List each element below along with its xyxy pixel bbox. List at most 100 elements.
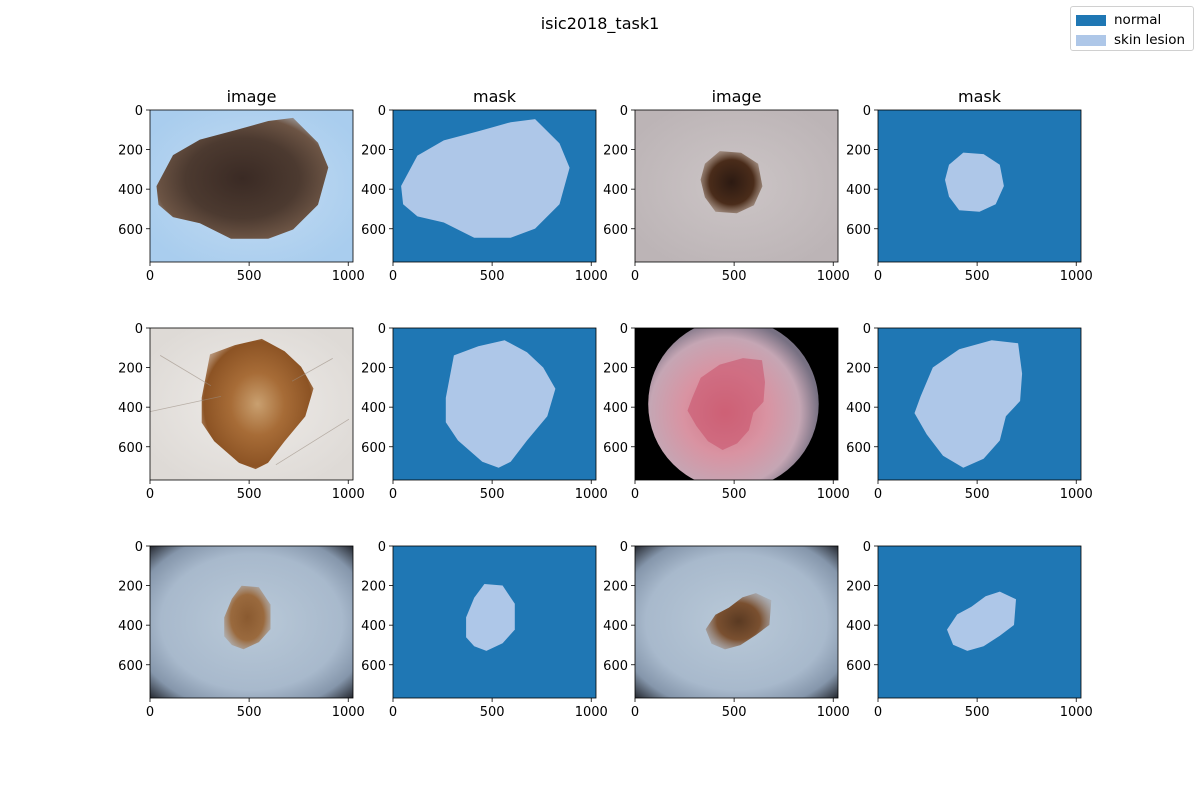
x-tick-label: 500 bbox=[237, 487, 262, 502]
y-tick-label: 400 bbox=[603, 183, 628, 198]
x-tick-label: 1000 bbox=[817, 487, 850, 502]
y-tick-label: 400 bbox=[603, 619, 628, 634]
axes-frame bbox=[149, 545, 354, 699]
subplot-7: 0 500 1000 0 200 400 600 bbox=[603, 322, 850, 502]
subplot-title: mask bbox=[958, 87, 1002, 106]
lesion bbox=[224, 585, 271, 650]
y-tick-label: 400 bbox=[361, 401, 386, 416]
hair bbox=[159, 355, 212, 387]
x-tick-label: 500 bbox=[965, 705, 990, 720]
subplot-10: 0 500 1000 0 200 400 600 bbox=[361, 540, 608, 720]
y-tick-label: 600 bbox=[118, 441, 143, 456]
x-tick-label: 1000 bbox=[1060, 705, 1093, 720]
axes-frame bbox=[877, 545, 1082, 699]
axes-frame bbox=[634, 327, 839, 481]
dermoscopy-image bbox=[150, 328, 353, 480]
y-tick-label: 200 bbox=[118, 580, 143, 595]
x-tick-label: 500 bbox=[722, 487, 747, 502]
x-tick-label: 0 bbox=[146, 487, 154, 502]
y-tick-label: 600 bbox=[118, 223, 143, 238]
x-tick-label: 1000 bbox=[1060, 487, 1093, 502]
y-tick-label: 0 bbox=[135, 540, 143, 555]
x-tick-label: 0 bbox=[874, 705, 882, 720]
y-tick-label: 200 bbox=[603, 580, 628, 595]
y-tick-label: 400 bbox=[603, 401, 628, 416]
x-tick-label: 500 bbox=[722, 705, 747, 720]
mask-region-skin-lesion bbox=[914, 340, 1023, 468]
y-tick-label: 200 bbox=[603, 144, 628, 159]
y-tick-label: 0 bbox=[378, 540, 386, 555]
x-tick-label: 1000 bbox=[332, 269, 365, 284]
segmentation-mask bbox=[878, 110, 1081, 262]
y-tick-label: 200 bbox=[846, 362, 871, 377]
subplot-6: 0 500 1000 0 200 400 600 bbox=[361, 322, 608, 502]
y-tick-label: 0 bbox=[863, 104, 871, 119]
axes-frame bbox=[149, 109, 354, 263]
legend-label-normal: normal bbox=[1114, 12, 1162, 28]
dermoscopy-image bbox=[635, 328, 838, 480]
subplot-title: image bbox=[227, 87, 277, 106]
segmentation-mask bbox=[393, 110, 596, 262]
lesion bbox=[201, 338, 314, 470]
mask-region-skin-lesion bbox=[401, 119, 570, 238]
x-tick-label: 500 bbox=[237, 705, 262, 720]
subplot-3: image 0 500 1000 0 200 400 600 bbox=[603, 87, 850, 284]
segmentation-mask bbox=[878, 546, 1081, 698]
x-tick-label: 1000 bbox=[575, 269, 608, 284]
x-tick-label: 0 bbox=[146, 705, 154, 720]
x-tick-label: 500 bbox=[237, 269, 262, 284]
y-tick-label: 600 bbox=[846, 659, 871, 674]
mask-region-skin-lesion bbox=[947, 591, 1016, 651]
x-tick-label: 1000 bbox=[575, 705, 608, 720]
x-tick-label: 1000 bbox=[817, 705, 850, 720]
subplot-9: 0 500 1000 0 200 400 600 bbox=[118, 540, 365, 720]
hair bbox=[150, 396, 222, 412]
lesion bbox=[687, 358, 765, 450]
y-tick-label: 0 bbox=[863, 322, 871, 337]
subplot-11: 0 500 1000 0 200 400 600 bbox=[603, 540, 850, 720]
subplot-2: mask 0 500 1000 0 200 400 600 bbox=[361, 87, 608, 284]
y-tick-label: 400 bbox=[846, 183, 871, 198]
y-tick-label: 400 bbox=[361, 619, 386, 634]
y-tick-label: 600 bbox=[846, 441, 871, 456]
subplot-title: image bbox=[712, 87, 762, 106]
subplot-5: 0 500 1000 0 200 400 600 bbox=[118, 322, 365, 502]
legend-item-normal: normal bbox=[1076, 11, 1161, 29]
subplot-8: 0 500 1000 0 200 400 600 bbox=[846, 322, 1093, 502]
x-tick-label: 0 bbox=[389, 269, 397, 284]
y-tick-label: 0 bbox=[620, 322, 628, 337]
dermoscopy-image bbox=[635, 110, 838, 262]
x-tick-label: 1000 bbox=[332, 705, 365, 720]
axes-frame bbox=[392, 327, 597, 481]
y-tick-label: 600 bbox=[603, 659, 628, 674]
figure-title: isic2018_task1 bbox=[540, 14, 660, 33]
x-tick-label: 1000 bbox=[332, 487, 365, 502]
y-tick-label: 200 bbox=[118, 362, 143, 377]
x-tick-label: 500 bbox=[722, 269, 747, 284]
y-tick-label: 200 bbox=[361, 144, 386, 159]
y-tick-label: 0 bbox=[135, 322, 143, 337]
y-tick-label: 600 bbox=[846, 223, 871, 238]
x-tick-label: 0 bbox=[146, 269, 154, 284]
y-tick-label: 400 bbox=[846, 619, 871, 634]
subplot-1: image 0 500 1000 0 200 400 600 bbox=[118, 87, 365, 284]
y-tick-label: 200 bbox=[361, 580, 386, 595]
segmentation-mask bbox=[393, 546, 596, 698]
x-tick-label: 0 bbox=[631, 705, 639, 720]
legend-swatch-normal bbox=[1076, 14, 1106, 26]
x-tick-label: 1000 bbox=[817, 269, 850, 284]
lesion bbox=[156, 117, 329, 239]
y-tick-label: 400 bbox=[118, 183, 143, 198]
y-tick-label: 600 bbox=[603, 441, 628, 456]
x-tick-label: 500 bbox=[480, 269, 505, 284]
dermoscopy-image bbox=[150, 546, 353, 698]
y-tick-label: 200 bbox=[603, 362, 628, 377]
y-tick-label: 0 bbox=[378, 322, 386, 337]
hair bbox=[275, 418, 350, 466]
x-tick-label: 500 bbox=[965, 487, 990, 502]
y-tick-label: 600 bbox=[361, 223, 386, 238]
axes-frame bbox=[634, 109, 839, 263]
axes-frame bbox=[392, 109, 597, 263]
hair bbox=[291, 358, 333, 382]
